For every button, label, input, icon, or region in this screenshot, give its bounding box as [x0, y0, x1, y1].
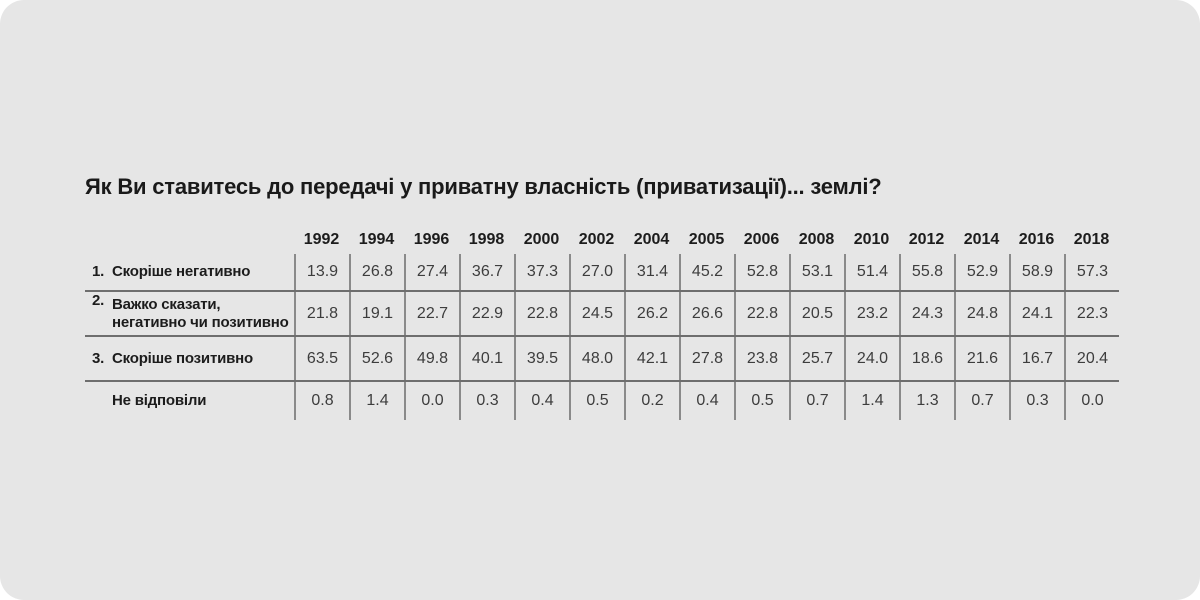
data-value: 31.4: [624, 254, 679, 290]
data-value: 1.4: [844, 382, 899, 420]
data-value: 52.9: [954, 254, 1009, 290]
data-value: 24.8: [954, 292, 1009, 335]
table-row: Не відповіли 0.8 1.4 0.0 0.3 0.4 0.5 0.2 0.4 0.5 0…: [85, 380, 1119, 420]
data-value: 24.0: [844, 337, 899, 380]
data-value: 20.5: [789, 292, 844, 335]
data-value: 52.6: [349, 337, 404, 380]
data-value: 26.2: [624, 292, 679, 335]
data-value: 49.8: [404, 337, 459, 380]
table-row: 1. Скоріше негативно 13.9 26.8 27.4 36.7 37.3 2…: [85, 254, 1119, 290]
year-header: 2014: [963, 231, 1000, 248]
data-value: 26.6: [679, 292, 734, 335]
data-value: 24.1: [1009, 292, 1064, 335]
row-label: 2. Важко сказати, негативно чи позитивно: [85, 292, 294, 335]
table-row: 3. Скоріше позитивно 63.5 52.6 49.8 40.1 39.5 4…: [85, 335, 1119, 380]
year-header: 2010: [853, 231, 890, 248]
data-value: 0.8: [294, 382, 349, 420]
data-value: 57.3: [1064, 254, 1119, 290]
data-value: 0.2: [624, 382, 679, 420]
data-value: 1.3: [899, 382, 954, 420]
year-header: 2018: [1073, 231, 1110, 248]
data-value: 19.1: [349, 292, 404, 335]
row-label-text: Скоріше негативно: [112, 263, 251, 281]
data-value: 0.7: [789, 382, 844, 420]
data-value: 13.9: [294, 254, 349, 290]
data-value: 18.6: [899, 337, 954, 380]
data-value: 63.5: [294, 337, 349, 380]
page-title: Як Ви ставитесь до передачі у приватну в…: [85, 174, 882, 199]
data-value: 22.8: [514, 292, 569, 335]
year-header: 2012: [908, 231, 945, 248]
table-row: 2. Важко сказати, негативно чи позитивно 2…: [85, 290, 1119, 335]
year-header: 2008: [798, 231, 835, 248]
data-value: 22.9: [459, 292, 514, 335]
data-value: 27.0: [569, 254, 624, 290]
data-value: 27.8: [679, 337, 734, 380]
data-value: 52.8: [734, 254, 789, 290]
row-number: 1.: [92, 263, 105, 281]
data-value: 53.1: [789, 254, 844, 290]
data-value: 22.7: [404, 292, 459, 335]
data-value: 0.4: [679, 382, 734, 420]
year-header: 2006: [743, 231, 780, 248]
row-label-text: Не відповіли: [112, 392, 207, 410]
row-label-text: Скоріше позитивно: [112, 349, 253, 367]
year-header: 1994: [358, 231, 395, 248]
data-table: 1992 1994 1996 1998 2000 2002 2004 2005 2006 2008…: [85, 226, 1119, 420]
year-header: 1992: [303, 231, 340, 248]
data-value: 23.8: [734, 337, 789, 380]
data-value: 27.4: [404, 254, 459, 290]
data-value: 39.5: [514, 337, 569, 380]
data-value: 24.3: [899, 292, 954, 335]
row-label: 3. Скоріше позитивно: [85, 337, 294, 380]
data-value: 0.4: [514, 382, 569, 420]
data-value: 48.0: [569, 337, 624, 380]
year-header: 1998: [468, 231, 505, 248]
data-value: 26.8: [349, 254, 404, 290]
data-value: 25.7: [789, 337, 844, 380]
data-value: 55.8: [899, 254, 954, 290]
data-value: 40.1: [459, 337, 514, 380]
year-header: 2016: [1018, 231, 1055, 248]
year-header: 2002: [578, 231, 615, 248]
row-label-text: Важко сказати, негативно чи позитивно: [112, 296, 289, 331]
data-value: 0.0: [404, 382, 459, 420]
data-value: 36.7: [459, 254, 514, 290]
row-number: 2.: [92, 292, 105, 309]
data-value: 21.8: [294, 292, 349, 335]
year-header: 2000: [523, 231, 560, 248]
data-value: 0.5: [734, 382, 789, 420]
data-value: 22.8: [734, 292, 789, 335]
data-value: 0.7: [954, 382, 1009, 420]
year-header: 1996: [413, 231, 450, 248]
row-label: 1. Скоріше негативно: [85, 254, 294, 290]
year-header: 2005: [688, 231, 725, 248]
row-number: 3.: [92, 349, 105, 367]
data-value: 0.3: [459, 382, 514, 420]
data-value: 37.3: [514, 254, 569, 290]
data-value: 58.9: [1009, 254, 1064, 290]
header-label-spacer: [85, 226, 294, 254]
data-value: 0.3: [1009, 382, 1064, 420]
data-value: 24.5: [569, 292, 624, 335]
data-value: 1.4: [349, 382, 404, 420]
data-value: 22.3: [1064, 292, 1119, 335]
data-value: 45.2: [679, 254, 734, 290]
data-value: 0.5: [569, 382, 624, 420]
data-value: 0.0: [1064, 382, 1119, 420]
data-value: 16.7: [1009, 337, 1064, 380]
data-value: 42.1: [624, 337, 679, 380]
data-value: 23.2: [844, 292, 899, 335]
data-value: 21.6: [954, 337, 1009, 380]
data-value: 51.4: [844, 254, 899, 290]
year-header: 2004: [633, 231, 670, 248]
row-label: Не відповіли: [85, 382, 294, 420]
data-value: 20.4: [1064, 337, 1119, 380]
table-header-row: 1992 1994 1996 1998 2000 2002 2004 2005 2006 2008…: [85, 226, 1119, 254]
